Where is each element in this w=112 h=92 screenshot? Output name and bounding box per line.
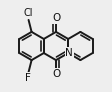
Text: Cl: Cl xyxy=(24,8,33,18)
Text: O: O xyxy=(52,13,60,23)
Text: O: O xyxy=(52,69,60,79)
Text: F: F xyxy=(25,73,30,83)
Text: N: N xyxy=(65,48,73,58)
